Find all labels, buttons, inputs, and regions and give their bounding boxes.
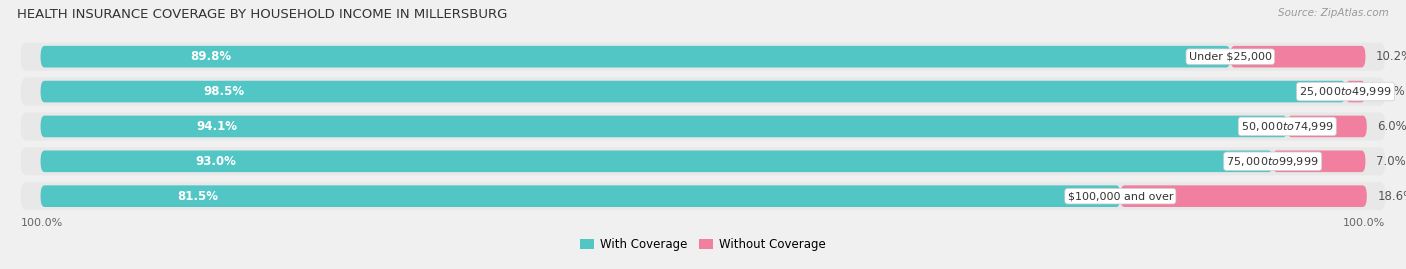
Text: Under $25,000: Under $25,000 [1189,52,1272,62]
FancyBboxPatch shape [21,147,1385,175]
Text: $75,000 to $99,999: $75,000 to $99,999 [1226,155,1319,168]
Legend: With Coverage, Without Coverage: With Coverage, Without Coverage [575,234,831,256]
FancyBboxPatch shape [21,182,1385,210]
FancyBboxPatch shape [21,78,1385,105]
FancyBboxPatch shape [21,43,1385,71]
Text: 81.5%: 81.5% [177,190,218,203]
FancyBboxPatch shape [1272,150,1365,172]
FancyBboxPatch shape [41,46,1230,68]
FancyBboxPatch shape [41,81,1346,102]
FancyBboxPatch shape [41,185,1121,207]
Text: $25,000 to $49,999: $25,000 to $49,999 [1299,85,1392,98]
Text: 6.0%: 6.0% [1378,120,1406,133]
Text: 100.0%: 100.0% [1343,218,1385,228]
FancyBboxPatch shape [21,112,1385,140]
Text: 7.0%: 7.0% [1376,155,1406,168]
Text: 10.2%: 10.2% [1376,50,1406,63]
Text: 93.0%: 93.0% [195,155,236,168]
Text: HEALTH INSURANCE COVERAGE BY HOUSEHOLD INCOME IN MILLERSBURG: HEALTH INSURANCE COVERAGE BY HOUSEHOLD I… [17,8,508,21]
FancyBboxPatch shape [1230,46,1365,68]
Text: $100,000 and over: $100,000 and over [1067,191,1173,201]
FancyBboxPatch shape [1346,81,1365,102]
Text: Source: ZipAtlas.com: Source: ZipAtlas.com [1278,8,1389,18]
Text: 100.0%: 100.0% [21,218,63,228]
Text: 98.5%: 98.5% [204,85,245,98]
Text: $50,000 to $74,999: $50,000 to $74,999 [1241,120,1333,133]
Text: 94.1%: 94.1% [197,120,238,133]
Text: 89.8%: 89.8% [190,50,231,63]
FancyBboxPatch shape [1121,185,1367,207]
FancyBboxPatch shape [41,150,1272,172]
FancyBboxPatch shape [1288,116,1367,137]
FancyBboxPatch shape [41,116,1288,137]
Text: 1.5%: 1.5% [1376,85,1406,98]
Text: 18.6%: 18.6% [1378,190,1406,203]
